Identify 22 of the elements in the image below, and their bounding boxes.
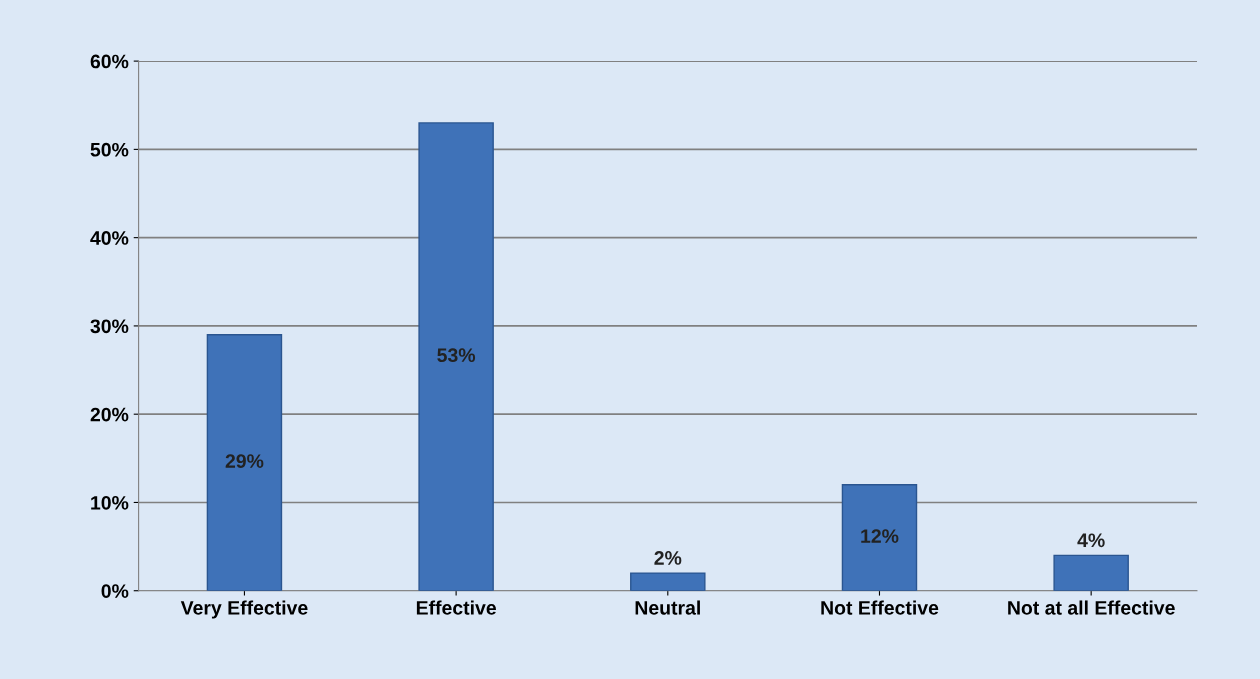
- bar: [841, 484, 918, 591]
- x-tick-label: Very Effective: [180, 600, 308, 619]
- data-label: 2%: [654, 551, 682, 565]
- y-tick-label: 10%: [91, 495, 129, 510]
- x-tick-label: Neutral: [635, 600, 700, 615]
- data-label: 4%: [1077, 533, 1105, 548]
- y-tick-label: 60%: [90, 54, 129, 69]
- y-tick-label: 20%: [90, 407, 129, 422]
- bar: [630, 572, 706, 591]
- y-tick-label: 0%: [101, 584, 129, 598]
- bar: [418, 122, 494, 591]
- x-tick-label: Not at all Effective: [1008, 600, 1175, 615]
- bar: [1053, 554, 1129, 591]
- bar: [206, 334, 283, 591]
- data-label: 29%: [225, 454, 264, 468]
- y-tick-label: 40%: [90, 231, 129, 245]
- data-label: 12%: [861, 529, 899, 543]
- x-tick-label: Not Effective: [821, 600, 939, 615]
- y-tick-label: 50%: [90, 142, 129, 157]
- y-tick-label: 30%: [90, 319, 129, 334]
- x-tick-label: Effective: [416, 600, 496, 615]
- data-label: 53%: [437, 348, 476, 363]
